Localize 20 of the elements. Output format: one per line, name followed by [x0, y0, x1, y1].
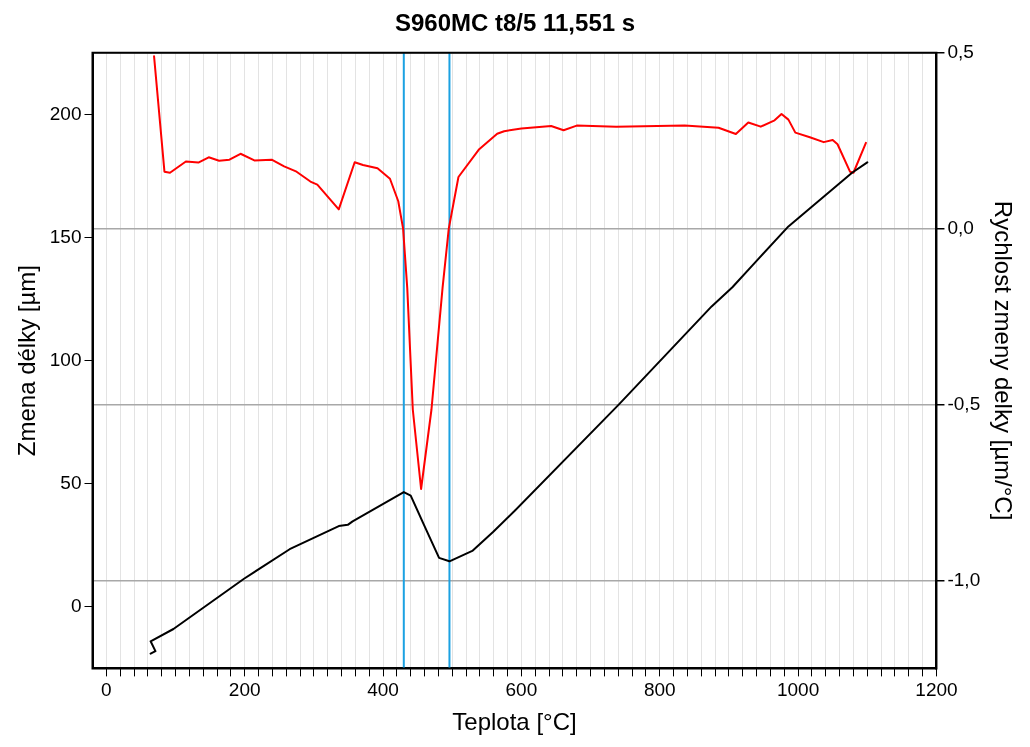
y-axis-title: Zmena délky [µm]	[13, 264, 41, 457]
y2-tick-label: -0,5	[947, 392, 981, 414]
x-tick-label: 200	[228, 679, 261, 701]
chart-title: S960MC t8/5 11,551 s	[394, 9, 636, 37]
y2-tick-label: 0,0	[947, 216, 974, 238]
x-tick-label: 600	[505, 679, 538, 701]
y2-tick-label: 0,5	[947, 41, 974, 63]
y-tick-label: 0	[70, 595, 82, 617]
y-tick-label: 150	[49, 225, 82, 247]
x-tick-label: 800	[643, 679, 676, 701]
y2-axis-title: Rychlost zmeny delky [µm/°C]	[989, 200, 1017, 521]
y-tick-label: 100	[49, 348, 82, 370]
x-tick-label: 400	[367, 679, 399, 701]
x-axis-title: Teplota [°C]	[452, 708, 577, 736]
y-tick-label: 50	[60, 471, 82, 493]
y2-tick-label: -1,0	[947, 568, 981, 590]
x-tick-label: 1200	[915, 679, 958, 701]
y-tick-label: 200	[49, 102, 82, 124]
x-tick-label: 1000	[776, 679, 820, 701]
x-tick-label: 0	[101, 679, 112, 701]
